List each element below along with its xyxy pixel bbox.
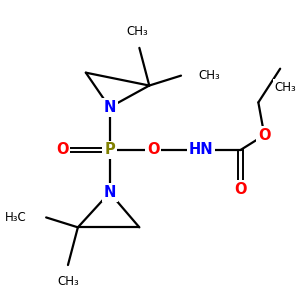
Text: O: O xyxy=(234,182,247,197)
Text: CH₃: CH₃ xyxy=(274,81,296,94)
Text: N: N xyxy=(103,185,116,200)
Text: N: N xyxy=(103,100,116,115)
Text: H₃C: H₃C xyxy=(4,211,26,224)
Text: CH₃: CH₃ xyxy=(127,25,148,38)
Text: CH₃: CH₃ xyxy=(57,275,79,288)
Text: HN: HN xyxy=(188,142,213,158)
Text: O: O xyxy=(56,142,68,158)
Text: P: P xyxy=(104,142,115,158)
Text: CH₃: CH₃ xyxy=(199,69,220,82)
Text: O: O xyxy=(258,128,271,142)
Text: O: O xyxy=(147,142,160,158)
